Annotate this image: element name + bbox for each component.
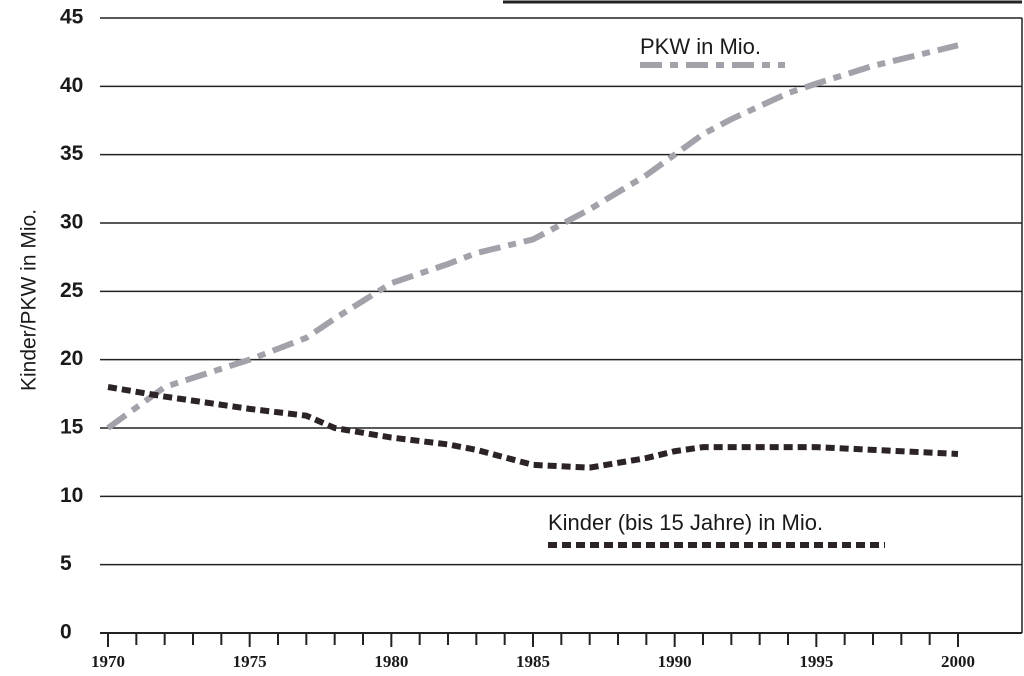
y-tick-label: 5	[60, 552, 72, 575]
y-tick-label: 10	[60, 484, 83, 507]
legend-label: Kinder (bis 15 Jahre) in Mio.	[548, 510, 823, 535]
x-tick-label: 1995	[799, 652, 833, 671]
y-axis-label: Kinder/PKW in Mio.	[18, 209, 41, 391]
series-line	[107, 384, 959, 471]
y-tick-label: 35	[60, 142, 84, 165]
y-tick-label: 15	[60, 416, 84, 439]
y-tick-label: 40	[60, 74, 83, 97]
y-tick-label: 0	[60, 621, 72, 644]
x-tick-label: 1970	[91, 652, 125, 671]
y-tick-label: 45	[60, 6, 84, 29]
series-line	[106, 42, 959, 431]
x-tick-label: 1980	[374, 652, 408, 671]
legend-label: PKW in Mio.	[640, 34, 761, 59]
x-tick-label: 1975	[233, 652, 267, 671]
x-tick-label: 2000	[941, 652, 975, 671]
x-tick-label: 1985	[516, 652, 550, 671]
y-tick-label: 30	[60, 211, 83, 234]
y-tick-label: 20	[60, 347, 83, 370]
y-tick-label: 25	[60, 279, 84, 302]
x-tick-label: 1990	[658, 652, 692, 671]
